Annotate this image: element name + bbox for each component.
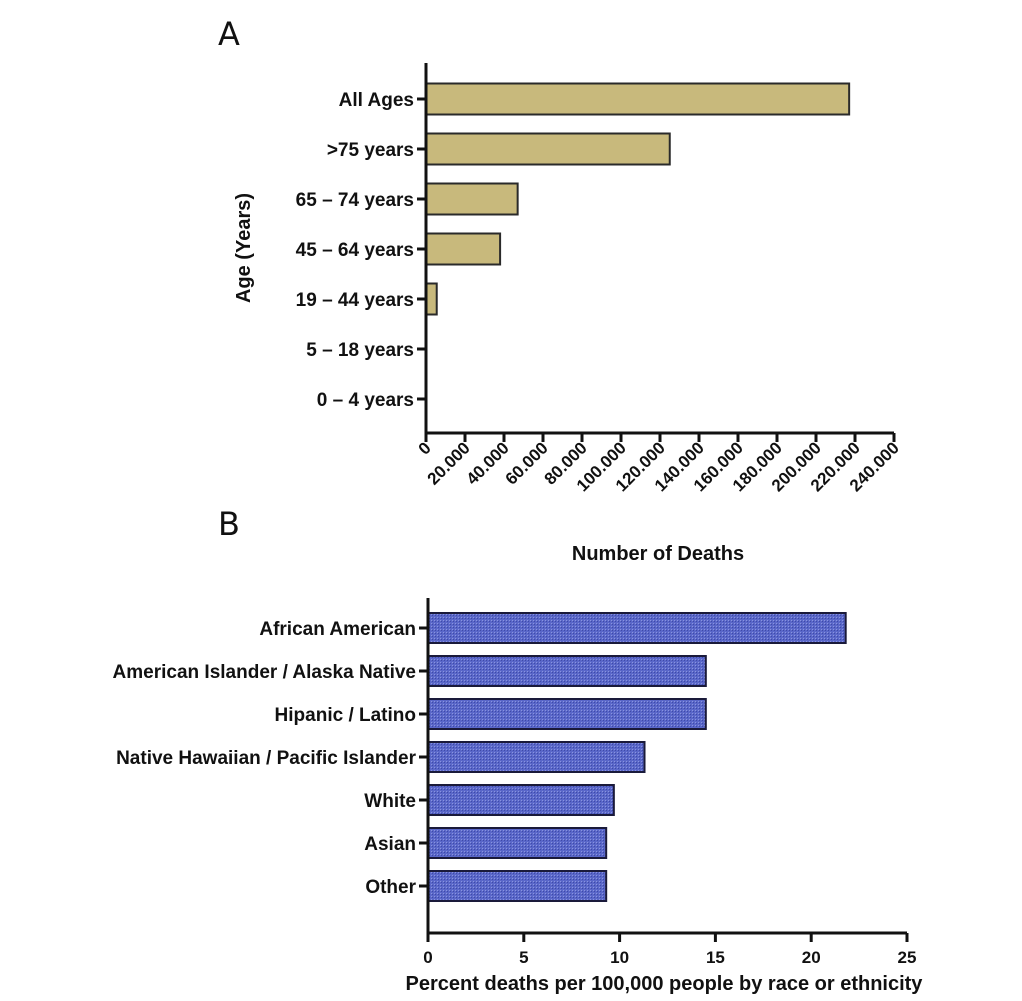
b-category-label-2: Hipanic / Latino bbox=[275, 705, 416, 726]
panel-a-y-axis-title: Age (Years) bbox=[233, 193, 255, 303]
b-category-label-6: Other bbox=[365, 877, 416, 898]
a-x-tick-label-3: 60.000 bbox=[502, 438, 552, 488]
panel-b-bars bbox=[427, 612, 847, 902]
b-category-label-5: Asian bbox=[364, 834, 416, 855]
a-bar-1 bbox=[425, 132, 671, 166]
b-category-label-0: African American bbox=[259, 619, 416, 640]
a-x-tick-label-1: 20.000 bbox=[424, 438, 474, 488]
a-category-label-5: 5 – 18 years bbox=[306, 340, 414, 361]
b-bar-4 bbox=[427, 784, 615, 816]
b-x-tick-label-3: 15 bbox=[706, 948, 725, 967]
b-bar-2 bbox=[427, 698, 707, 730]
a-category-label-3: 45 – 64 years bbox=[296, 240, 414, 261]
b-category-label-3: Native Hawaiian / Pacific Islander bbox=[116, 748, 417, 769]
panel-a-letter: A bbox=[218, 15, 240, 53]
b-bar-1 bbox=[427, 655, 707, 687]
panel-b-x-axis-title: Percent deaths per 100,000 people by rac… bbox=[406, 973, 924, 995]
b-bar-6 bbox=[427, 870, 608, 902]
b-category-label-4: White bbox=[364, 791, 416, 812]
a-category-label-1: >75 years bbox=[327, 140, 414, 161]
a-category-label-2: 65 – 74 years bbox=[296, 190, 414, 211]
a-x-tick-label-2: 40.000 bbox=[463, 438, 513, 488]
b-bar-3 bbox=[427, 741, 646, 773]
b-x-tick-label-0: 0 bbox=[423, 948, 432, 967]
panel-a-bars bbox=[425, 82, 851, 316]
b-bar-5 bbox=[427, 827, 608, 859]
a-category-label-4: 19 – 44 years bbox=[296, 290, 414, 311]
panel-b-category-labels: African American American Islander / Alas… bbox=[113, 619, 428, 898]
a-bar-4 bbox=[425, 282, 438, 316]
panel-a-x-ticks: 020.00040.00060.00080.000100.000120.0001… bbox=[415, 433, 903, 495]
b-bar-0 bbox=[427, 612, 847, 644]
panel-a-x-axis-title: Number of Deaths bbox=[572, 543, 744, 565]
b-category-label-1: American Islander / Alaska Native bbox=[113, 662, 416, 683]
a-bar-3 bbox=[425, 232, 502, 266]
panel-a: A All Ages >75 years 65 – 74 years 45 – 64 … bbox=[218, 15, 903, 565]
a-category-label-0: All Ages bbox=[339, 90, 414, 111]
a-category-label-6: 0 – 4 years bbox=[317, 390, 414, 411]
a-bar-0 bbox=[425, 82, 851, 116]
b-x-tick-label-5: 25 bbox=[898, 948, 917, 967]
a-bar-2 bbox=[425, 182, 519, 216]
b-x-tick-label-1: 5 bbox=[519, 948, 528, 967]
b-x-tick-label-4: 20 bbox=[802, 948, 821, 967]
panel-b-x-ticks: 0 5 10 15 20 25 bbox=[423, 933, 916, 967]
panel-b: B African American American Islander / Al… bbox=[113, 505, 924, 995]
panel-a-category-labels: All Ages >75 years 65 – 74 years 45 – 64 ye… bbox=[296, 90, 426, 411]
panel-b-letter: B bbox=[218, 505, 240, 543]
b-x-tick-label-2: 10 bbox=[610, 948, 629, 967]
